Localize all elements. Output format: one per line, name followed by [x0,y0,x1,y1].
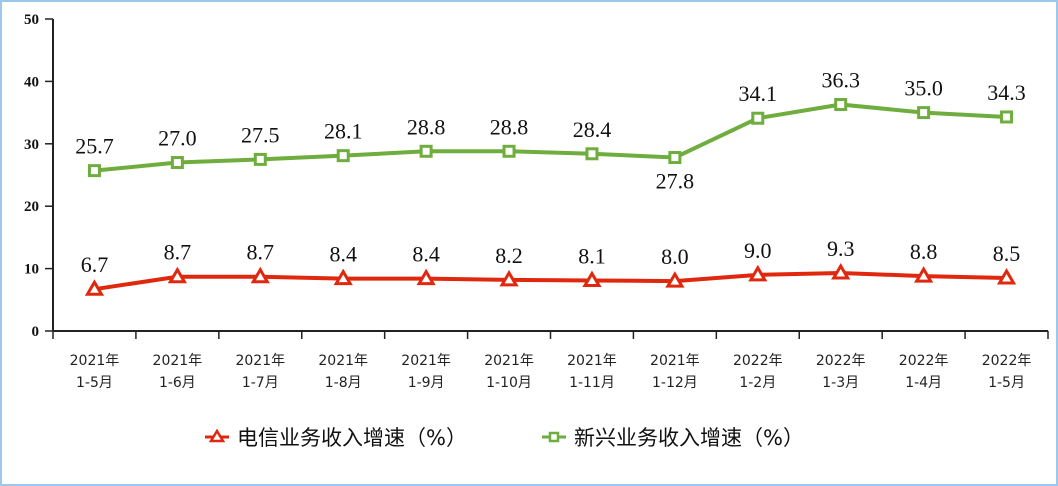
data-point-marker [333,268,353,286]
x-tick-label: 2021年 [567,353,617,369]
x-tick-label: 2022年 [816,353,866,369]
data-point-marker [582,270,602,287]
y-tick-label: 20 [24,199,39,215]
data-point-marker [502,144,516,158]
data-point-marker [253,152,267,166]
data-label: 28.1 [324,119,363,144]
x-tick-label: 1-10月 [486,375,532,391]
data-label: 28.8 [490,114,529,139]
data-label: 28.4 [573,117,612,142]
data-point-marker [665,271,685,288]
x-tick-label: 2021年 [70,353,120,369]
data-label: 9.0 [744,238,772,263]
data-label: 28.8 [407,114,446,139]
data-point-marker [170,156,184,170]
x-tick-label: 1-5月 [76,375,113,391]
x-tick-label: 2021年 [401,353,451,369]
data-label: 6.7 [81,252,109,277]
data-point-marker [831,262,851,280]
data-label: 8.0 [661,244,689,269]
data-point-marker [914,266,934,283]
data-label: 34.3 [987,80,1026,105]
data-label: 27.5 [241,122,280,147]
x-tick-label: 2022年 [733,353,783,369]
x-tick-label: 1-12月 [652,375,698,391]
data-point-marker [87,164,101,178]
series-line [94,270,1007,292]
data-label: 27.8 [656,169,695,194]
legend-label: 新兴业务收入增速（%） [574,426,804,450]
data-point-marker [917,106,931,120]
data-label: 8.7 [164,240,192,265]
x-tick-label: 1-8月 [325,375,362,391]
data-label: 8.8 [910,239,938,264]
data-label: 27.0 [158,126,197,151]
y-tick-label: 40 [24,74,39,90]
data-point-marker [751,111,765,125]
y-tick-label: 30 [24,137,39,153]
data-point-marker [336,149,350,163]
data-point-marker [834,97,848,111]
x-tick-label: 1-3月 [822,375,859,391]
data-label: 25.7 [75,134,114,159]
data-point-marker [419,144,433,158]
y-tick-label: 50 [24,12,39,28]
data-label: 8.5 [993,241,1021,266]
data-point-marker [416,268,436,286]
x-tick-label: 2021年 [484,353,534,369]
x-tick-label: 2021年 [235,353,285,369]
data-point-marker [748,264,768,282]
data-label: 8.4 [412,242,440,267]
data-label: 8.4 [329,242,357,267]
legend-triangle-icon [208,428,226,443]
x-tick-label: 2022年 [899,353,949,369]
y-tick-label: 10 [24,262,39,278]
x-tick-label: 1-11月 [569,375,615,391]
x-tick-label: 1-4月 [905,375,942,391]
x-tick-label: 1-2月 [739,375,776,391]
data-label: 8.2 [495,243,523,268]
data-point-marker [499,269,519,287]
x-tick-label: 1-5月 [988,375,1025,391]
data-label: 35.0 [904,76,943,101]
data-label: 36.3 [821,67,860,92]
x-tick-label: 2022年 [982,353,1032,369]
data-point-marker [167,266,187,284]
y-tick-label: 0 [32,324,40,340]
data-point-marker [996,267,1017,285]
data-point-marker [585,147,599,161]
x-tick-label: 2021年 [318,353,368,369]
data-point-marker [84,279,105,296]
x-tick-label: 2021年 [153,353,203,369]
data-point-marker [250,266,270,284]
x-tick-label: 1-6月 [159,375,196,391]
x-tick-label: 1-7月 [242,375,279,391]
x-tick-label: 1-9月 [408,375,445,391]
data-point-marker [668,151,682,165]
legend-square-icon [548,431,560,443]
data-label: 8.1 [578,243,606,268]
series-line [94,102,1007,173]
data-point-marker [1000,110,1014,124]
data-label: 34.1 [739,81,778,106]
x-tick-label: 2021年 [650,353,700,369]
data-label: 8.7 [247,240,275,265]
legend-label: 电信业务收入增速（%） [237,426,467,450]
data-label: 9.3 [827,236,855,261]
